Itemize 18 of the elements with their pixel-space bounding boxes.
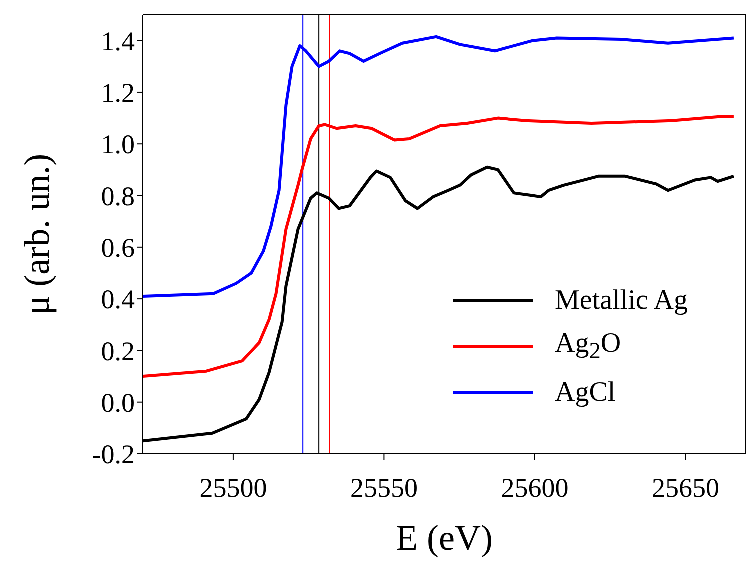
x-axis-title: E (eV) (396, 518, 493, 558)
legend-label: Metallic Ag (555, 285, 688, 317)
y-tick-label: 0.8 (101, 181, 135, 212)
x-tick-label: 25500 (200, 473, 268, 504)
y-tick-label: 0.0 (101, 388, 135, 418)
legend-label: Ag$_{2}$O (555, 328, 622, 366)
y-tick-label: 1.2 (101, 78, 135, 108)
legend-label: AgCl (555, 377, 616, 409)
y-tick-label: -0.2 (92, 440, 135, 470)
y-tick-label: 0.4 (101, 284, 136, 315)
y-tick-label: 1.0 (101, 130, 135, 160)
x-tick-label: 25550 (350, 473, 418, 504)
y-tick-label: 1.4 (101, 26, 136, 56)
y-axis-title: μ (arb. un.) (16, 154, 57, 316)
x-tick-label: 25650 (652, 473, 720, 504)
x-tick-label: 25600 (501, 473, 569, 504)
y-tick-label: 0.6 (101, 232, 135, 263)
y-tick-label: 0.2 (101, 336, 135, 366)
